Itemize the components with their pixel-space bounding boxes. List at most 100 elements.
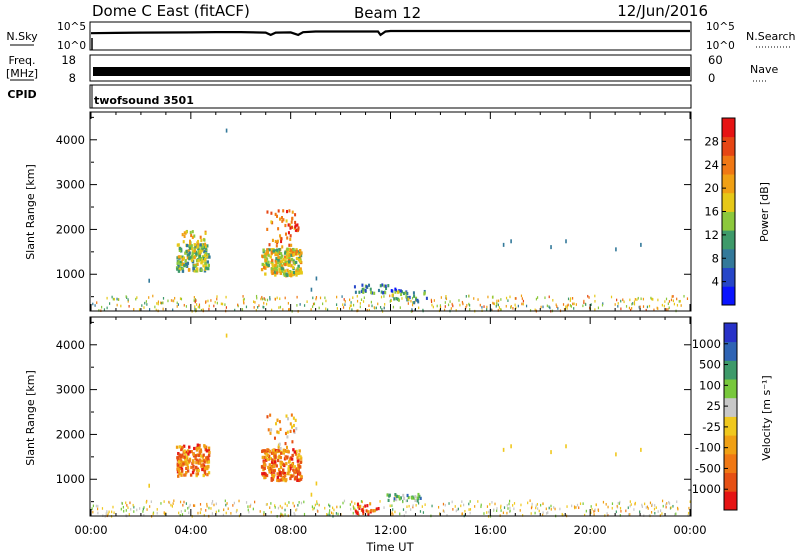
scatter-cell (188, 505, 190, 509)
scatter-cell (278, 442, 281, 446)
scatter-cell (192, 460, 195, 464)
scatter-cell (193, 446, 196, 451)
scatter-cell (412, 301, 414, 304)
scatter-cell (310, 287, 313, 292)
scatter-cell (220, 302, 222, 306)
scatter-cell (263, 252, 267, 256)
scatter-cell (400, 496, 403, 500)
scatter-cell (611, 502, 614, 505)
scatter-cell (94, 304, 96, 307)
scatter-cell (297, 258, 301, 262)
scatter-cell (298, 253, 302, 257)
scatter-cell (633, 302, 636, 306)
colorbar-segment (724, 323, 737, 343)
scatter-cell (193, 246, 196, 251)
scatter-cell (457, 507, 459, 511)
scatter-cell (269, 296, 271, 299)
scatter-cell (352, 296, 354, 300)
scatter-cell (336, 505, 338, 509)
scatter-cell (284, 296, 286, 300)
scatter-cell (279, 474, 283, 478)
scatter-cell (204, 263, 208, 267)
scatter-cell (108, 510, 110, 514)
scatter-cell (179, 500, 182, 504)
scatter-cell (284, 431, 287, 436)
scatter-cell (263, 513, 265, 516)
power-ylabel: Slant Range [km] (24, 164, 37, 260)
scatter-cell (405, 295, 408, 299)
scatter-cell (294, 418, 297, 422)
scatter-cell (461, 512, 464, 515)
scatter-cell (267, 465, 270, 470)
scatter-cell (651, 297, 654, 301)
scatter-cell (191, 235, 194, 239)
scatter-cell (183, 500, 185, 504)
scatter-cell (522, 302, 524, 306)
scatter-cell (276, 478, 279, 482)
scatter-cell (545, 507, 547, 511)
scatter-cell (284, 250, 288, 254)
scatter-cell (260, 297, 262, 301)
scatter-cell (654, 504, 656, 507)
scatter-cell (286, 247, 289, 251)
scatter-cell (575, 303, 577, 306)
scatter-cell (358, 513, 360, 517)
scatter-cell (283, 269, 287, 273)
scatter-cell (262, 468, 265, 472)
scatter-cell (132, 503, 134, 507)
scatter-cell (291, 265, 295, 270)
scatter-cell (493, 302, 496, 306)
scatter-cell (555, 303, 557, 307)
scatter-cell (569, 299, 571, 302)
scatter-cell (224, 303, 226, 306)
scatter-cell (397, 298, 400, 302)
scatter-cell (200, 243, 204, 247)
scatter-cell (258, 304, 260, 307)
scatter-cell (291, 210, 294, 214)
scatter-cell (442, 509, 444, 513)
colorbar-segment (722, 248, 735, 268)
scatter-cell (295, 256, 299, 261)
scatter-cell (497, 299, 500, 303)
scatter-cell (639, 305, 641, 309)
scatter-cell (402, 493, 405, 498)
scatter-cell (520, 503, 522, 507)
colorbar-segment (724, 435, 737, 455)
scatter-cell (406, 493, 409, 498)
scatter-cell (299, 259, 302, 264)
scatter-cell (197, 239, 200, 244)
scatter-cell (274, 273, 277, 277)
scatter-cell (519, 509, 521, 512)
scatter-cell (431, 303, 433, 307)
scatter-cell (502, 447, 505, 452)
scatter-cell (261, 465, 265, 469)
scatter-cell (589, 306, 591, 310)
scatter-cell (202, 264, 205, 268)
scatter-cell (208, 450, 211, 454)
scatter-cell (483, 305, 485, 308)
scatter-cell (349, 503, 351, 506)
scatter-cell (266, 503, 268, 506)
scatter-cell (187, 506, 189, 510)
scatter-cell (289, 237, 292, 241)
scatter-cell (300, 474, 303, 479)
scatter-cell (178, 267, 182, 271)
scatter-cell (412, 496, 415, 500)
scatter-cell (295, 273, 298, 277)
scatter-cell (540, 503, 542, 507)
scatter-cell (507, 507, 509, 510)
scatter-cell (295, 508, 297, 512)
scatter-cell (271, 473, 274, 477)
scatter-cell (311, 305, 314, 308)
scatter-cell (269, 297, 271, 301)
scatter-cell (195, 259, 199, 263)
scatter-cell (605, 502, 607, 506)
scatter-cell (674, 513, 676, 516)
scatter-cell (359, 305, 361, 309)
scatter-cell (443, 510, 445, 513)
scatter-cell (197, 248, 201, 252)
scatter-cell (192, 464, 195, 468)
scatter-cell (665, 505, 667, 509)
scatter-cell (194, 307, 196, 311)
scatter-cell (318, 306, 320, 310)
